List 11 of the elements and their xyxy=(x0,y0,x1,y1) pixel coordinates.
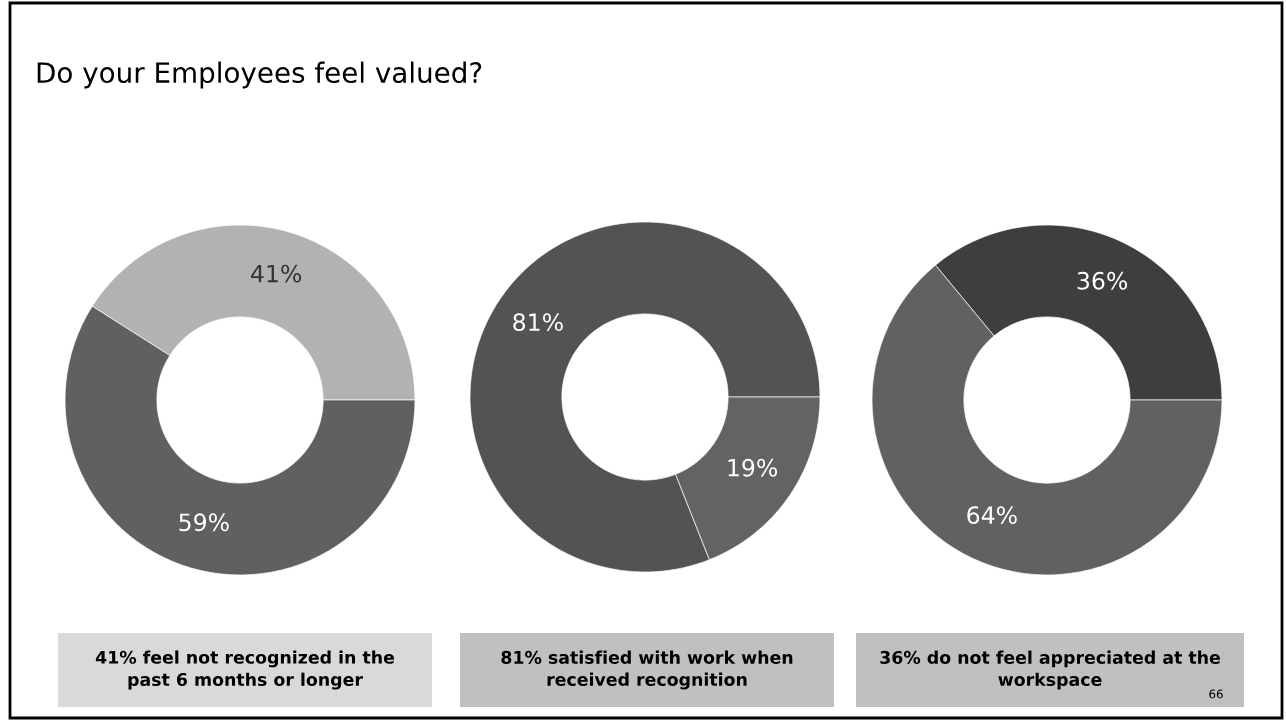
text: 81% satisfied with work when received recognition xyxy=(501,650,793,690)
text: 66 xyxy=(1209,689,1223,699)
data-label: 41% xyxy=(251,264,302,283)
data-label: 64% xyxy=(967,506,1017,525)
data-label: 36% xyxy=(1077,271,1128,290)
data-label: 81% xyxy=(513,313,563,332)
text: 36% do not feel appreciated at the workspace xyxy=(880,650,1220,690)
chart-title: Do your Employees feel valued? xyxy=(37,61,482,89)
text: 41% feel not recognized in the past 6 months or longer xyxy=(95,650,395,690)
data-label: 19% xyxy=(728,458,778,477)
data-label: 59% xyxy=(179,513,229,532)
